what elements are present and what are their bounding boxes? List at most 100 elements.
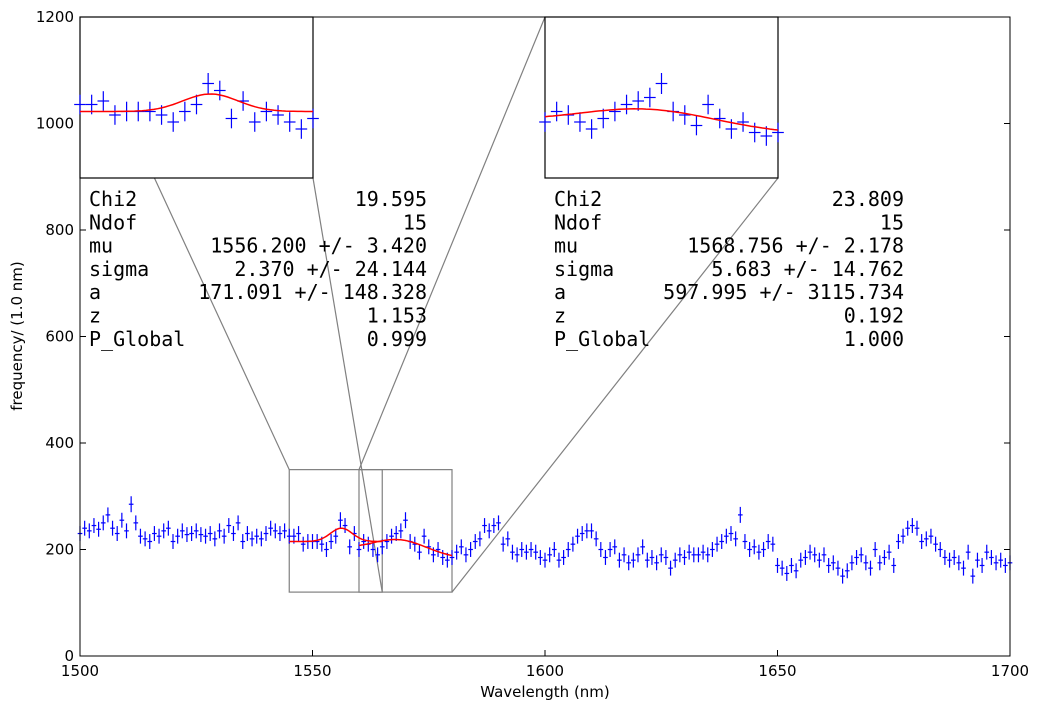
data-point bbox=[612, 539, 618, 555]
data-point bbox=[724, 528, 729, 544]
data-point bbox=[589, 523, 594, 539]
data-point bbox=[975, 552, 980, 568]
data-point bbox=[830, 555, 836, 571]
data-point bbox=[463, 547, 469, 563]
data-point bbox=[282, 523, 287, 539]
connector-line bbox=[312, 177, 383, 593]
data-point bbox=[644, 552, 650, 568]
inset-data-point bbox=[655, 73, 668, 94]
inset-data-point bbox=[620, 94, 633, 115]
data-point bbox=[482, 518, 487, 533]
stat-label: sigma bbox=[554, 257, 614, 281]
data-point bbox=[803, 550, 808, 565]
data-point bbox=[565, 542, 571, 557]
y-tick-label: 400 bbox=[45, 434, 74, 452]
axis-ticks: 1500 1550 1600 1650 1700 0 200 400 600 800 1000 120… bbox=[36, 8, 1029, 680]
data-point bbox=[933, 536, 938, 552]
data-point bbox=[203, 528, 208, 544]
data-point bbox=[705, 547, 711, 563]
data-point bbox=[751, 539, 757, 555]
data-point bbox=[640, 539, 645, 555]
inset-data-point bbox=[760, 126, 773, 146]
data-point bbox=[900, 528, 906, 544]
y-tick-label: 600 bbox=[45, 328, 74, 346]
data-point bbox=[198, 527, 204, 543]
stat-label: P_Global bbox=[554, 327, 650, 351]
data-point bbox=[403, 512, 408, 529]
stat-label: sigma bbox=[89, 257, 149, 281]
x-tick-label: 1700 bbox=[991, 662, 1029, 680]
inset-data-point bbox=[737, 112, 749, 132]
data-point bbox=[375, 547, 380, 563]
data-point bbox=[579, 526, 585, 541]
stat-label: P_Global bbox=[89, 327, 185, 351]
connector-line bbox=[451, 177, 779, 593]
fit-curve-1 bbox=[289, 527, 383, 543]
data-point bbox=[789, 558, 794, 573]
data-point bbox=[147, 534, 153, 549]
data-point bbox=[570, 536, 576, 552]
data-point bbox=[100, 515, 106, 531]
data-point bbox=[166, 520, 171, 536]
inset-connector-lines bbox=[79, 16, 779, 593]
data-point bbox=[324, 542, 329, 557]
inset-data-point bbox=[167, 112, 180, 132]
data-point bbox=[979, 558, 985, 573]
data-point bbox=[193, 523, 199, 539]
inset-data-point bbox=[97, 91, 110, 111]
stat-label: Chi2 bbox=[89, 187, 137, 211]
data-point bbox=[844, 563, 850, 579]
data-point bbox=[835, 560, 841, 576]
data-point bbox=[686, 544, 692, 560]
data-point bbox=[370, 542, 376, 557]
data-point bbox=[138, 528, 143, 544]
insets bbox=[74, 16, 784, 179]
data-point bbox=[249, 531, 255, 547]
data-point bbox=[500, 536, 506, 552]
stat-label: z bbox=[554, 304, 566, 328]
y-axis-label: frequency/ (1.0 nm) bbox=[8, 261, 26, 411]
data-point bbox=[696, 547, 701, 563]
data-point bbox=[486, 523, 492, 539]
data-point bbox=[124, 523, 129, 539]
fit-stats: Chi2 19.595 Ndof 15 mu 1556.200 +/- 3.420 sigm… bbox=[89, 187, 904, 351]
data-point bbox=[854, 550, 859, 565]
data-point bbox=[603, 550, 608, 565]
inset-data-point bbox=[678, 105, 691, 125]
data-point bbox=[533, 544, 539, 560]
data-point bbox=[984, 544, 990, 560]
data-point bbox=[91, 518, 97, 533]
stat-value: 1.000 bbox=[844, 327, 904, 351]
data-point bbox=[496, 515, 501, 531]
data-point bbox=[435, 542, 441, 557]
stat-label: Chi2 bbox=[554, 187, 602, 211]
inset-frame bbox=[544, 16, 779, 179]
data-point bbox=[254, 528, 260, 544]
fit-curves bbox=[289, 527, 453, 557]
inset-2 bbox=[539, 16, 784, 179]
data-point bbox=[747, 542, 752, 557]
data-point bbox=[389, 528, 394, 544]
stat-value: 2.370 +/- 24.144 bbox=[234, 257, 427, 281]
y-tick-label: 1000 bbox=[36, 115, 74, 133]
data-points bbox=[77, 496, 1013, 584]
data-point bbox=[286, 528, 292, 544]
stat-value: 5.683 +/- 14.762 bbox=[711, 257, 904, 281]
data-point bbox=[928, 528, 934, 544]
inset-1 bbox=[74, 16, 319, 179]
data-point bbox=[142, 531, 148, 547]
data-point bbox=[561, 550, 566, 565]
data-point bbox=[268, 520, 273, 536]
stat-value: 171.091 +/- 148.328 bbox=[198, 280, 427, 304]
data-point bbox=[598, 542, 604, 557]
data-point bbox=[714, 536, 720, 552]
data-point bbox=[584, 523, 590, 539]
inset-data-point bbox=[109, 105, 121, 125]
stat-label: mu bbox=[89, 234, 113, 258]
data-point bbox=[737, 506, 743, 523]
data-point bbox=[189, 526, 194, 541]
data-point bbox=[212, 531, 218, 547]
inset-data-point bbox=[713, 108, 726, 129]
data-point bbox=[454, 544, 459, 560]
stat-value: 1.153 bbox=[367, 304, 427, 328]
